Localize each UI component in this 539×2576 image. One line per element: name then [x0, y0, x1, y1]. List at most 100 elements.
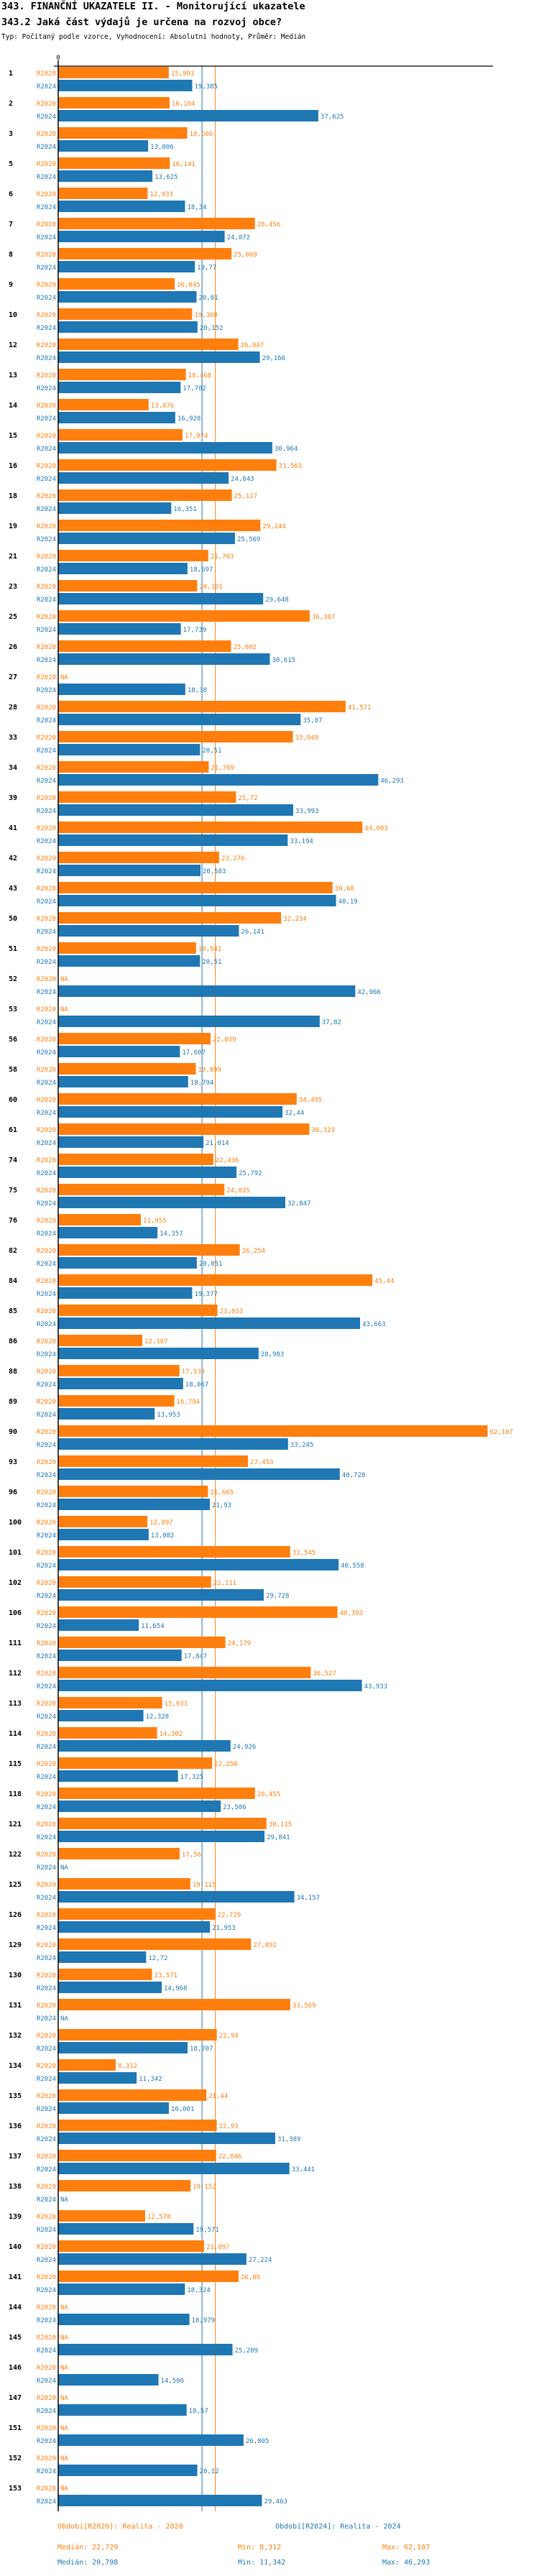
series-label: R2024: [37, 1774, 56, 1781]
bar-r2024: [58, 472, 229, 484]
bar-r2020: [58, 1908, 216, 1920]
value-label: 12,578: [147, 2214, 171, 2221]
median-r2020: Medián: 22,729: [57, 2544, 119, 2552]
series-label: R2020: [37, 735, 56, 742]
value-label: 25,209: [235, 2347, 259, 2355]
bar-r2020: [58, 1365, 180, 1376]
series-label: R2024: [37, 1321, 56, 1328]
series-label: R2020: [37, 2123, 56, 2130]
bar-r2024: [58, 1227, 158, 1238]
bar-r2024: [58, 2042, 188, 2053]
bar-r2024: [58, 412, 175, 423]
bar-r2020: [58, 67, 169, 78]
series-label: R2024: [37, 1985, 56, 1992]
bar-r2024: [58, 1619, 139, 1631]
value-label: 27,892: [253, 1942, 277, 1949]
value-label: 33,245: [290, 1442, 314, 1449]
value-label: 19,377: [194, 1291, 218, 1298]
series-label: R2020: [37, 1942, 56, 1949]
value-label: 16,351: [173, 506, 197, 513]
bar-r2024: [58, 653, 270, 665]
category-label: 16: [9, 462, 17, 470]
bar-r2024: [58, 865, 201, 876]
series-label: R2020: [37, 463, 56, 470]
category-label: 131: [9, 2002, 22, 2010]
bar-r2020: [58, 1033, 211, 1044]
series-label: R2024: [37, 748, 56, 755]
value-label: 39,68: [335, 886, 354, 893]
value-label: 35,07: [303, 717, 322, 724]
series-label: R2020: [37, 342, 56, 349]
value-label: 22,729: [218, 1912, 241, 1919]
category-label: 85: [9, 1307, 17, 1315]
value-label: 34,157: [297, 1895, 321, 1902]
series-label: R2020: [37, 2455, 56, 2462]
series-label: R2024: [37, 446, 56, 453]
value-label: 16,928: [178, 415, 201, 423]
bar-r2024: [58, 502, 172, 514]
bar-r2024: [58, 1529, 149, 1540]
series-label: R2020: [37, 1640, 56, 1647]
series-label: R2020: [37, 644, 56, 651]
bar-r2024: [58, 1589, 264, 1601]
bar-r2020: [58, 2120, 217, 2131]
category-label: 7: [9, 221, 13, 229]
value-label: 27,453: [250, 1459, 274, 1466]
value-label: 14,506: [161, 2378, 185, 2385]
value-label: 18,794: [190, 1080, 214, 1087]
bar-r2020: [58, 1123, 310, 1135]
bar-r2024: [58, 110, 318, 121]
series-label: R2020: [37, 2063, 56, 2070]
value-label: 17,974: [185, 433, 208, 440]
value-label: 18,468: [188, 372, 212, 380]
category-label: 84: [9, 1277, 17, 1285]
value-label: 25,792: [239, 1170, 262, 1177]
value-label: 20,583: [203, 868, 226, 875]
series-label: R2024: [37, 1744, 56, 1751]
value-label: 12,328: [146, 1714, 170, 1721]
bar-r2024: [58, 1921, 211, 1933]
category-label: 14: [9, 402, 17, 410]
category-label: 23: [9, 583, 17, 591]
na-label: NA: [60, 976, 68, 983]
value-label: 26,047: [241, 342, 264, 349]
value-label: 33,441: [292, 2166, 315, 2174]
series-label: R2020: [37, 2274, 56, 2281]
series-label: R2020: [37, 886, 56, 893]
series-label: R2024: [37, 627, 56, 634]
value-label: 22,039: [213, 1036, 236, 1044]
category-label: 18: [9, 492, 17, 500]
value-label: 40,19: [338, 898, 358, 906]
bar-r2024: [58, 684, 185, 695]
series-label: R2024: [37, 1532, 56, 1540]
bar-r2020: [58, 942, 196, 954]
series-label: R2020: [37, 282, 56, 289]
category-label: 10: [9, 311, 17, 319]
value-label: 26,805: [246, 2438, 270, 2445]
value-label: 29,648: [265, 597, 289, 604]
series-label: R2024: [37, 2015, 56, 2023]
value-label: 20,051: [199, 1261, 223, 1268]
value-label: 13,006: [150, 144, 174, 151]
series-label: R2020: [37, 1067, 56, 1074]
series-label: R2020: [37, 1187, 56, 1195]
category-label: 144: [9, 2304, 22, 2312]
category-label: 25: [9, 613, 17, 621]
bar-r2024: [58, 2465, 198, 2476]
series-label: R2020: [37, 2153, 56, 2161]
value-label: 22,436: [216, 1157, 239, 1164]
value-label: 28,455: [257, 1791, 281, 1798]
series-label: R2024: [37, 1804, 56, 1811]
legend-r2024: Období[R2024]: Realita - 2024: [275, 2523, 401, 2531]
series-label: R2020: [37, 916, 56, 923]
series-label: R2024: [37, 2136, 56, 2143]
category-label: 76: [9, 1217, 17, 1225]
category-label: 34: [9, 764, 17, 772]
bar-r2024: [58, 1257, 197, 1269]
series-label: R2020: [37, 1972, 56, 1979]
value-label: 21,769: [211, 765, 234, 772]
series-label: R2024: [37, 2106, 56, 2113]
series-label: R2024: [37, 597, 56, 604]
category-label: 135: [9, 2092, 22, 2100]
series-label: R2024: [37, 2076, 56, 2083]
